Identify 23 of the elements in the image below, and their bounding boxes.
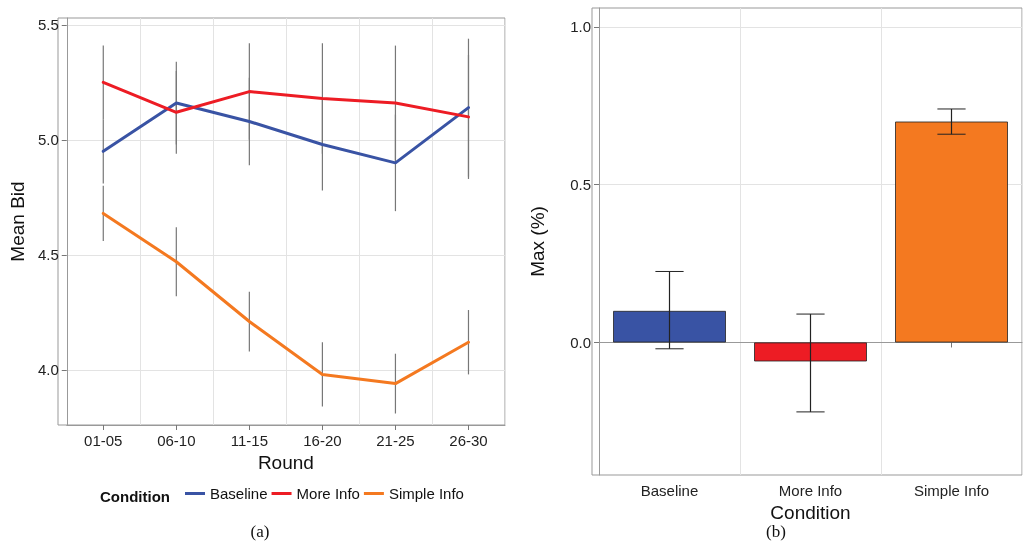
y-tick-label: 4.5 <box>37 246 59 264</box>
x-axis-title: Round <box>257 451 314 473</box>
y-tick-label: 5.5 <box>37 16 59 34</box>
x-tick-label: 11-15 <box>230 432 268 449</box>
x-tick-label: Simple Info <box>913 482 990 499</box>
y-axis-title: Mean Bid <box>7 181 28 262</box>
x-tick-label: 16-20 <box>303 432 342 449</box>
x-tick-label: More Info <box>778 482 843 499</box>
x-tick-label: Baseline <box>640 482 699 499</box>
x-tick-label: 26-30 <box>449 432 488 449</box>
x-axis-title: Condition <box>770 501 851 523</box>
x-tick-label: 06-10 <box>157 432 196 449</box>
legend-title: Condition <box>100 488 170 505</box>
y-tick-label: 1.0 <box>570 18 591 36</box>
text: (a) <box>250 522 270 541</box>
x-tick-label: 21-25 <box>376 432 415 449</box>
x-tick-label: 01-05 <box>84 432 123 449</box>
y-tick-label: 4.0 <box>37 361 59 379</box>
y-tick-label: 5.0 <box>37 131 59 149</box>
y-axis-title: Max (%) <box>527 206 548 277</box>
text: (b) <box>766 522 786 541</box>
y-tick-label: 0.0 <box>570 333 591 351</box>
y-tick-label: 0.5 <box>570 176 591 194</box>
